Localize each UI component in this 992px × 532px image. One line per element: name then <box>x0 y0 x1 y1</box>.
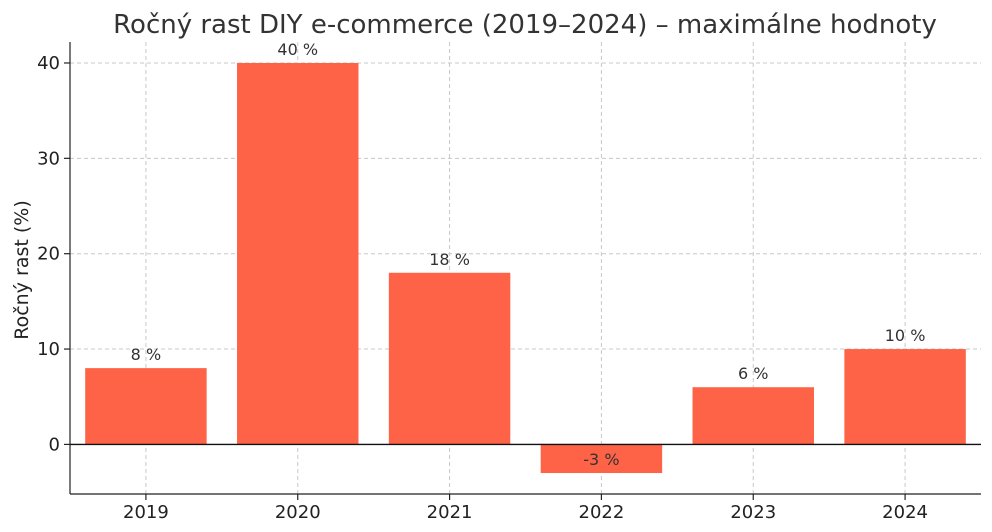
data-label-2023: 6 % <box>738 364 768 383</box>
x-tick-label-2020: 2020 <box>275 502 321 523</box>
data-label-2024: 10 % <box>885 326 926 345</box>
y-tick-label: 10 <box>37 339 60 360</box>
bar-2020 <box>237 62 359 445</box>
bar-2022 <box>540 444 663 474</box>
x-tick-label-2024: 2024 <box>882 502 928 523</box>
data-label-2019: 8 % <box>131 345 161 364</box>
data-label-2020: 40 % <box>277 40 318 59</box>
x-tick-label-2019: 2019 <box>123 502 169 523</box>
x-tick-label-2022: 2022 <box>579 502 625 523</box>
data-label-2022: -3 % <box>583 450 619 469</box>
bar-2019 <box>85 368 207 445</box>
data-label-2021: 18 % <box>429 250 470 269</box>
axes <box>64 42 981 500</box>
bar-2023 <box>692 387 814 445</box>
y-tick-label: 30 <box>37 148 60 169</box>
y-tick-label: 40 <box>37 53 60 74</box>
y-tick-label: 0 <box>49 434 60 455</box>
y-tick-label: 20 <box>37 244 60 265</box>
y-axis-label: Ročný rast (%) <box>11 200 33 339</box>
bars <box>85 62 966 474</box>
x-tick-label-2023: 2023 <box>730 502 776 523</box>
chart-title: Ročný rast DIY e-commerce (2019–2024) – … <box>113 10 937 40</box>
bar-2021 <box>388 272 511 445</box>
labels: 8 % 40 % 18 % -3 % 6 % 10 % 0 10 20 30 40 2019 2020 2… <box>37 40 928 523</box>
x-tick-label-2021: 2021 <box>427 502 473 523</box>
bar-2024 <box>844 349 966 445</box>
